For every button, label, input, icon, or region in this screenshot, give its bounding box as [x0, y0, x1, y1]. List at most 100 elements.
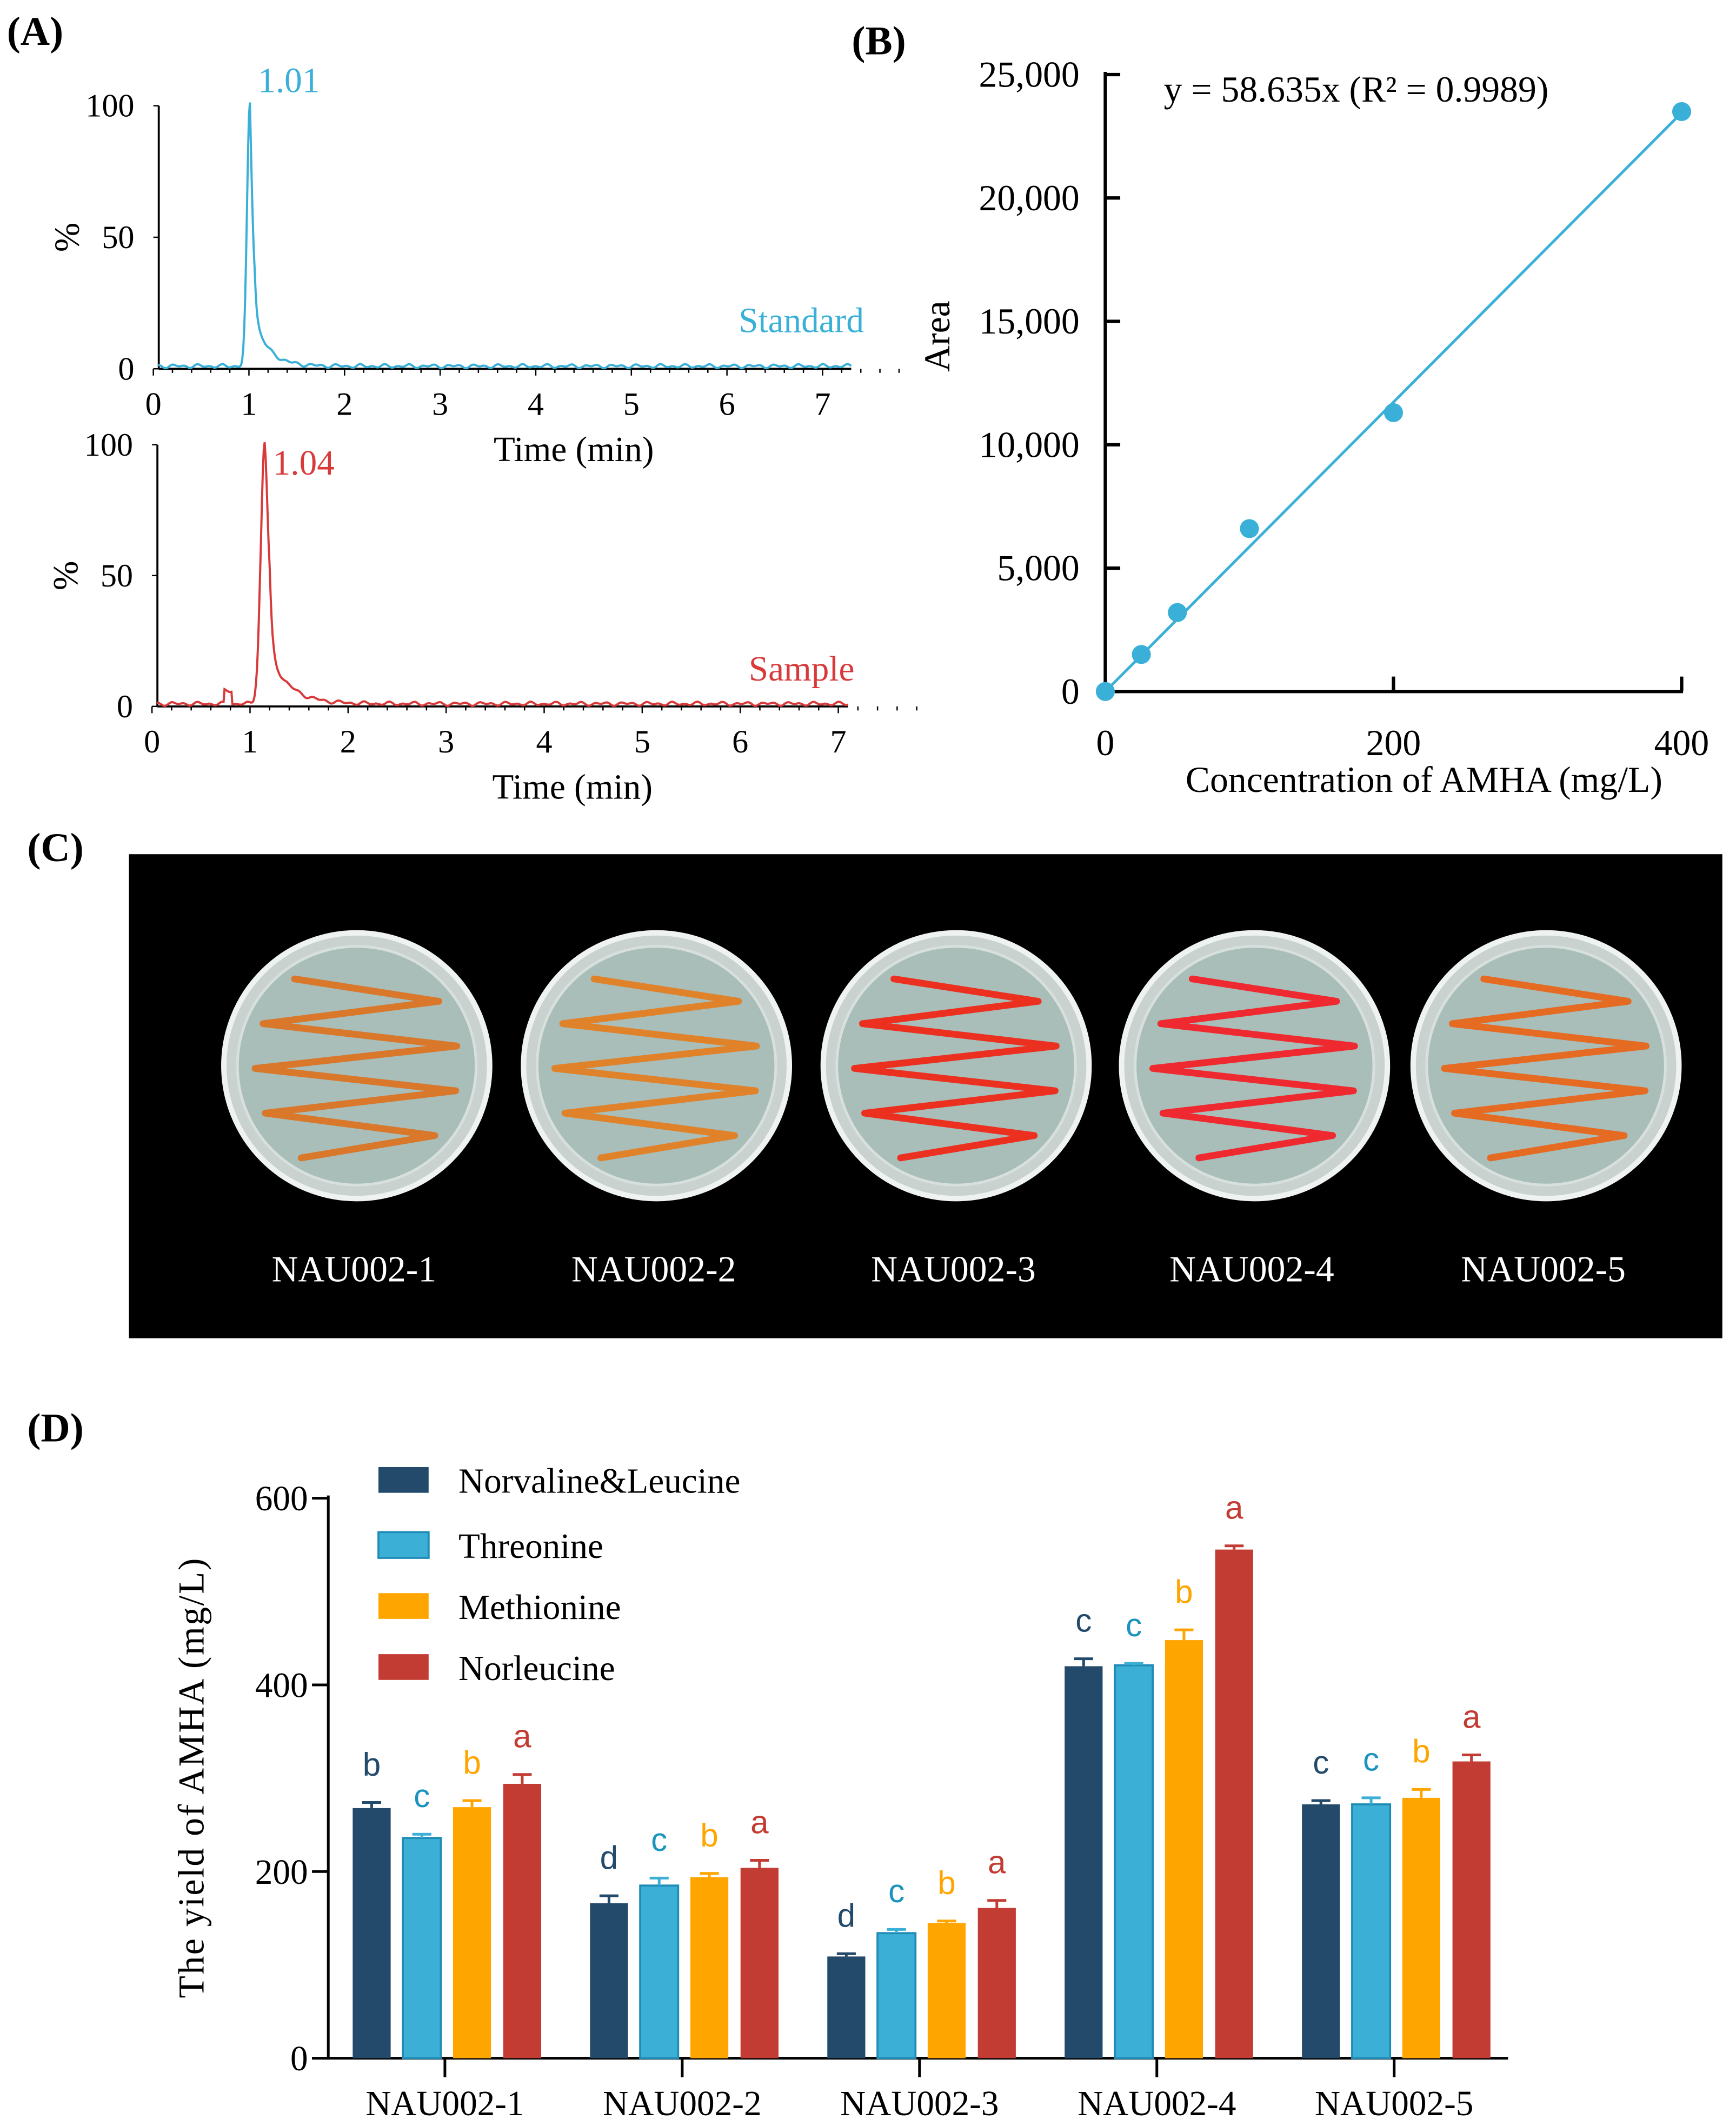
x-tick-label: 3 — [438, 724, 454, 760]
x-tick-label: NAU002-4 — [1077, 2084, 1236, 2123]
bar-norvaline-leucine — [1065, 1666, 1103, 2058]
y-tick-label: 10,000 — [979, 424, 1080, 465]
x-tick-label: 5 — [634, 724, 650, 760]
legend-label: Methionine — [458, 1588, 621, 1627]
petri-plate — [1410, 930, 1682, 1202]
significance-letter: d — [600, 1840, 618, 1876]
significance-letter: c — [1126, 1607, 1142, 1643]
x-tick-label: 0 — [144, 724, 160, 760]
petri-plate — [1119, 930, 1391, 1202]
y-tick-label: 0 — [290, 2040, 308, 2078]
legend-swatch — [378, 1593, 429, 1619]
petri-plate — [521, 930, 793, 1202]
panel-label-b: (B) — [852, 18, 906, 63]
petri-plate — [820, 930, 1092, 1202]
bar-methionine — [1165, 1640, 1203, 2058]
panel-label-a: (A) — [7, 9, 63, 54]
bar-norvaline-leucine — [1302, 1804, 1340, 2058]
y-tick-label: 100 — [85, 88, 134, 124]
bar-norleucine — [740, 1868, 779, 2058]
bar-threonine — [639, 1884, 680, 2060]
legend-swatch — [377, 1531, 430, 1559]
peak-label: 1.04 — [273, 444, 335, 483]
x-tick-label: 0 — [145, 386, 162, 423]
significance-letter: c — [1363, 1742, 1379, 1778]
significance-letter: a — [1225, 1490, 1243, 1526]
y-tick-label: 50 — [101, 558, 133, 594]
bar-methionine — [927, 1923, 966, 2058]
trace-name: Standard — [739, 302, 864, 341]
legend-swatch — [378, 1654, 429, 1680]
plate-label: NAU002-1 — [272, 1249, 437, 1289]
chromatogram-sample: 0 50 100 0 1 2 3 4 5 6 7 Time (min)% 1.04 Sample — [46, 427, 917, 807]
significance-letter: d — [837, 1897, 855, 1934]
panel-label-c: (C) — [27, 825, 83, 870]
significance-letter: c — [651, 1822, 667, 1858]
x-tick-label: 7 — [830, 724, 847, 760]
chromatogram-trace — [157, 442, 849, 707]
x-tick-label: 2 — [336, 386, 352, 423]
peak-label: 1.01 — [258, 62, 320, 101]
data-point — [1132, 645, 1151, 664]
bar-norleucine — [1452, 1761, 1491, 2058]
bacterial-streak — [1441, 975, 1650, 1162]
y-tick-label: 600 — [255, 1479, 308, 1518]
plate-label: NAU002-4 — [1169, 1249, 1334, 1289]
bar-norvaline-leucine — [590, 1903, 628, 2058]
plate-label: NAU002-5 — [1461, 1249, 1626, 1289]
panel-label-d: (D) — [27, 1405, 83, 1450]
bar-threonine — [402, 1837, 442, 2060]
y-tick-label: 0 — [118, 351, 134, 387]
significance-letter: b — [463, 1744, 481, 1781]
x-tick-label: 4 — [528, 386, 544, 423]
x-tick-label: NAU002-2 — [603, 2084, 761, 2123]
chromatogram-standard: 0 50 100 0 1 2 3 4 5 6 7 Time (min)% 1.01 Standard — [48, 62, 900, 469]
x-axis-label: Concentration of AMHA (mg/L) — [1186, 759, 1662, 800]
bar-norvaline-leucine — [352, 1808, 391, 2058]
bacterial-streak — [1149, 975, 1358, 1162]
bar-methionine — [1402, 1797, 1440, 2058]
x-tick-label: 1 — [242, 724, 258, 760]
x-axis-label: Time (min) — [494, 430, 654, 469]
legend-label: Norvaline&Leucine — [458, 1462, 740, 1501]
bar-methionine — [690, 1877, 729, 2058]
y-axis-label: % — [48, 223, 87, 252]
x-tick-label: 6 — [719, 386, 735, 423]
x-tick-label: NAU002-5 — [1315, 2084, 1473, 2123]
y-tick-label: 50 — [102, 219, 134, 256]
x-tick-label: NAU002-3 — [840, 2084, 999, 2123]
y-axis-label: Area — [917, 301, 957, 372]
y-axis-label: % — [46, 561, 85, 590]
significance-letter: c — [414, 1778, 430, 1814]
significance-letter: c — [1075, 1602, 1092, 1638]
x-tick-label: 5 — [623, 386, 640, 423]
petri-plate — [221, 930, 493, 1202]
bar-norleucine — [503, 1783, 542, 2058]
bar-norvaline-leucine — [827, 1956, 866, 2058]
y-tick-label: 0 — [1061, 671, 1080, 712]
significance-letter: c — [1313, 1744, 1329, 1781]
x-tick-label: NAU002-1 — [365, 2084, 524, 2123]
y-tick-label: 200 — [255, 1853, 308, 1892]
x-tick-label: 7 — [814, 386, 830, 423]
bar-threonine — [876, 1932, 917, 2060]
data-point — [1672, 102, 1692, 121]
y-tick-label: 400 — [255, 1667, 308, 1705]
data-point — [1384, 403, 1404, 422]
plate-photo: NAU002-1 NAU002-2 NAU002-3 NAU002-4 NAU002-5 — [129, 854, 1722, 1338]
x-tick-label: 0 — [1096, 723, 1115, 763]
legend-label: Norleucine — [458, 1649, 615, 1688]
legend-label: Threonine — [458, 1527, 603, 1566]
x-tick-label: 4 — [536, 724, 552, 760]
significance-letter: b — [1175, 1574, 1193, 1610]
calibration-curve: 0 5,000 10,000 15,000 20,000 25,000 0 200 400Con… — [917, 55, 1709, 800]
data-point — [1240, 519, 1259, 538]
legend-swatch — [378, 1467, 429, 1493]
significance-letter: a — [513, 1718, 531, 1755]
regression-equation: y = 58.635x (R² = 0.9989) — [1164, 69, 1549, 110]
x-tick-label: 3 — [432, 386, 448, 423]
significance-letter: b — [1412, 1733, 1430, 1769]
chromatogram-trace — [158, 102, 852, 370]
plate-label: NAU002-2 — [571, 1249, 736, 1289]
bar-threonine — [1114, 1664, 1154, 2060]
